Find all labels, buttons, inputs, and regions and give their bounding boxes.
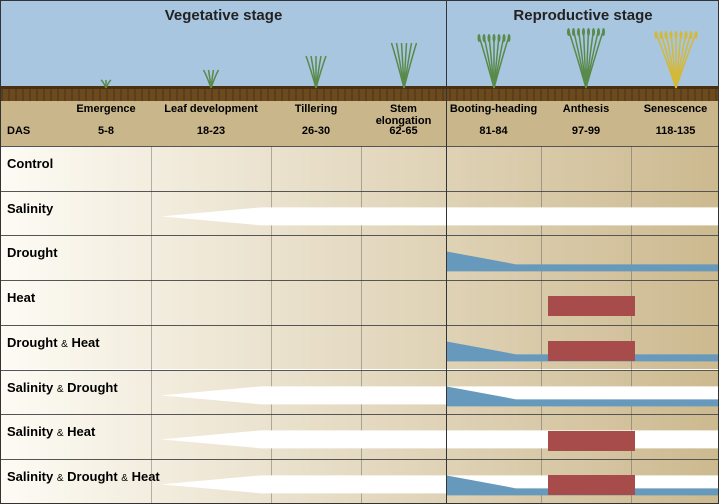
stage-divider [446, 1, 447, 504]
treatment-row: Salinity & Drought [1, 370, 719, 415]
figure: Vegetative stage Reproductive stage Emer… [0, 0, 719, 504]
heat-block [548, 341, 635, 361]
treatment-grid: Control SalinityDrought Heat Drought & Heat… [1, 146, 719, 504]
stage-das: 81-84 [446, 125, 541, 137]
das-label: DAS [7, 125, 30, 137]
treatment-row: Drought & Heat [1, 325, 719, 370]
plant-icon [651, 31, 701, 90]
plant-icon [81, 78, 131, 90]
stage-name: Leaf development [151, 103, 271, 115]
plant-icon [186, 68, 236, 90]
heat-block [548, 475, 635, 495]
stage-name: Anthesis [541, 103, 631, 115]
salinity-band [1, 191, 719, 236]
vegetative-title: Vegetative stage [1, 7, 446, 24]
row-divider [1, 146, 719, 147]
plant-icon [561, 28, 611, 90]
treatment-row: Salinity & Heat [1, 414, 719, 459]
plant-icon [379, 41, 429, 90]
row-divider [1, 280, 719, 281]
stage-name: Tillering [271, 103, 361, 115]
stage-das: 26-30 [271, 125, 361, 137]
drought-band [1, 370, 719, 415]
stage-das: 5-8 [61, 125, 151, 137]
stage-name: Booting-heading [446, 103, 541, 115]
treatment-row: Salinity [1, 191, 719, 236]
stage-name: Senescence [631, 103, 719, 115]
heat-block [548, 431, 635, 451]
treatment-row: Heat [1, 280, 719, 325]
treatment-row: Salinity & Drought & Heat [1, 459, 719, 504]
plant-icon [469, 34, 519, 90]
stage-das: 97-99 [541, 125, 631, 137]
treatment-row: Control [1, 146, 719, 191]
stage-das: 18-23 [151, 125, 271, 137]
stage-header: Emergence 5-8Leaf development 18-23Tilleri… [1, 101, 719, 146]
stage-name: Emergence [61, 103, 151, 115]
heat-block [548, 296, 635, 316]
reproductive-title: Reproductive stage [446, 7, 719, 24]
treatment-row: Drought [1, 235, 719, 280]
plant-icon [291, 54, 341, 90]
stage-name: Stem elongation [361, 103, 446, 127]
treatment-label: Control [7, 156, 53, 171]
stage-das: 118-135 [631, 125, 719, 137]
treatment-label: Heat [7, 290, 35, 305]
stage-das: 62-65 [361, 125, 446, 137]
drought-band [1, 235, 719, 280]
